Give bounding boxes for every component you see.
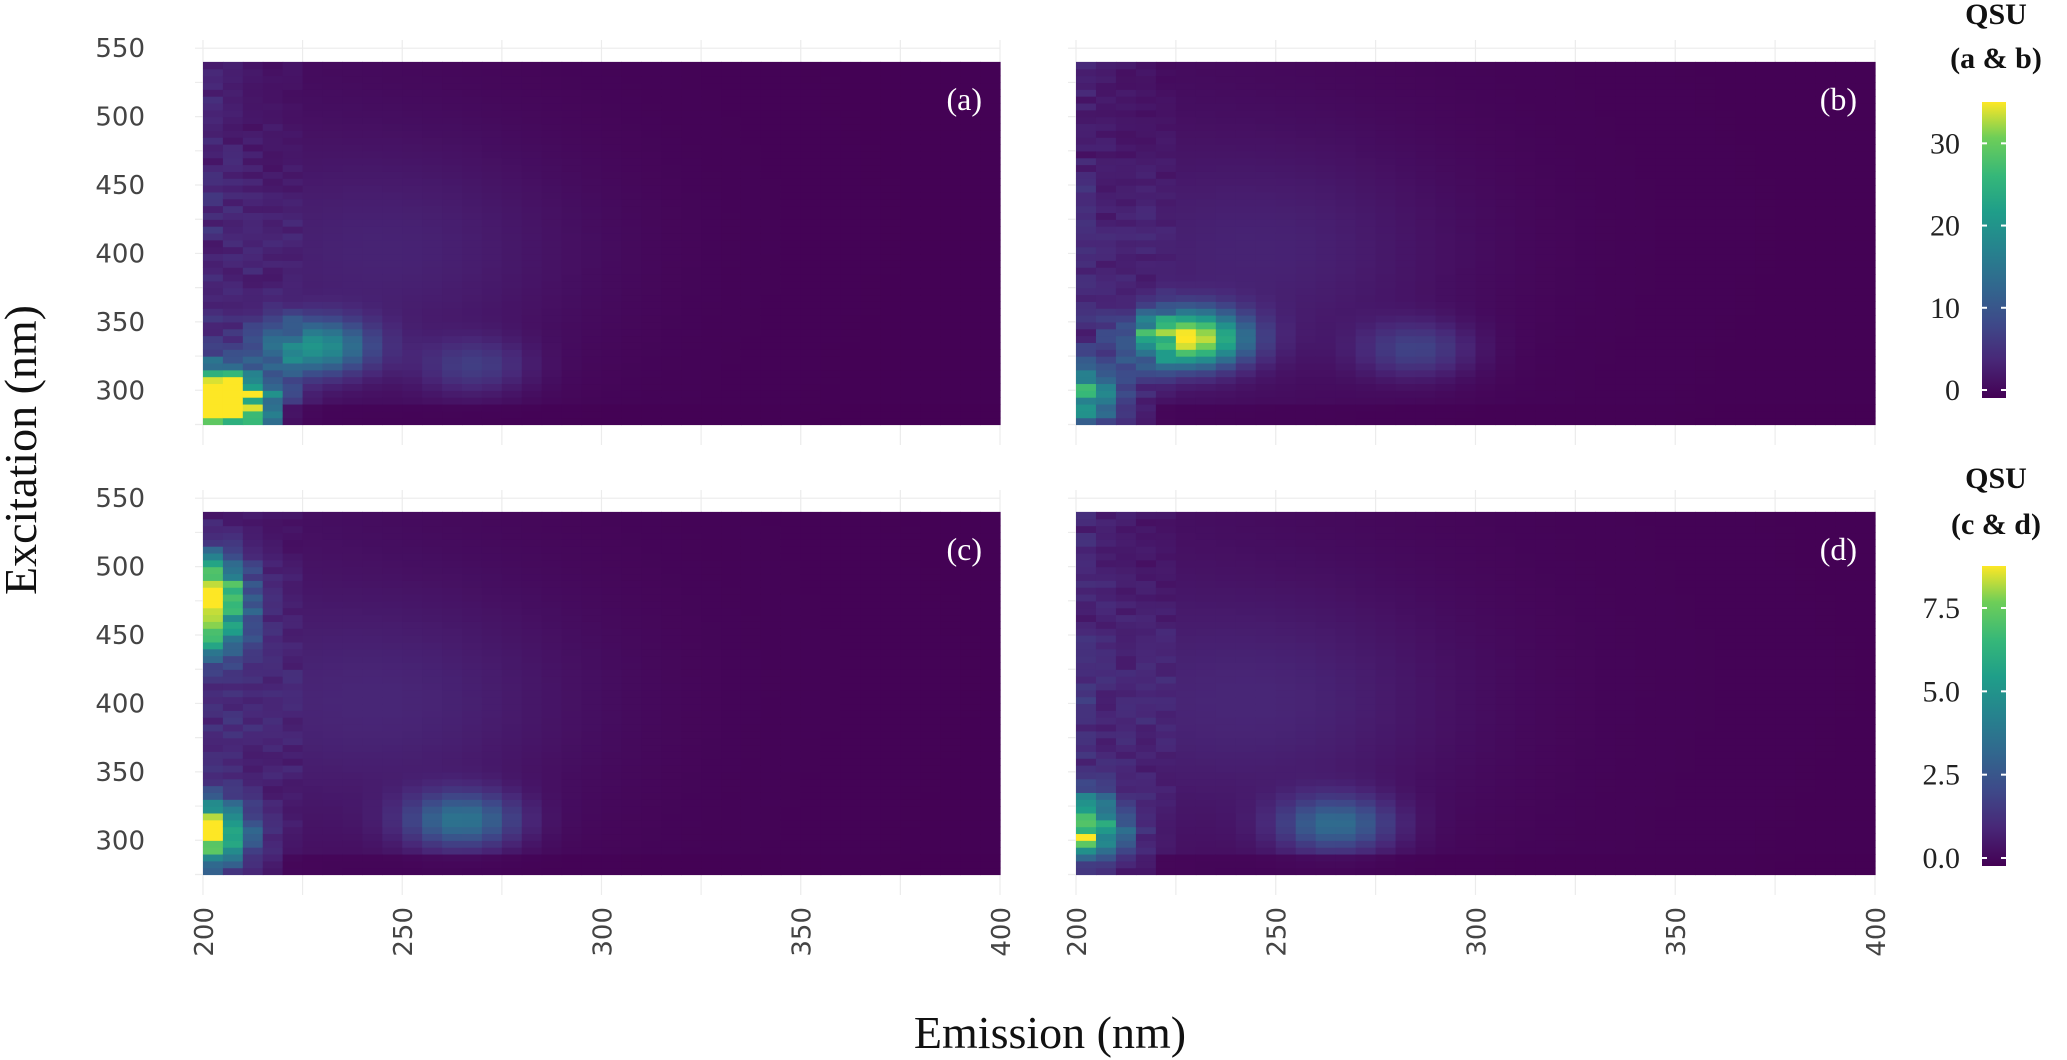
- y-axis-title: Excitation (nm): [0, 305, 46, 595]
- colorbar-subtitle: (a & b): [1950, 42, 2042, 75]
- colorbar-tick-label: 7.5: [1923, 592, 1961, 625]
- colorbars: QSU (a & b) 0 10 20 30 QSU (c & d) 0.0 2.5 5.0 7.5: [1923, 0, 2042, 875]
- heatmap-panel-d: (d): [1075, 511, 1876, 876]
- x-tick-label: 400: [1862, 907, 1892, 957]
- x-tick-label: 250: [389, 907, 419, 957]
- y-tick-label: 300: [95, 826, 145, 856]
- colorbar-subtitle: (c & d): [1951, 508, 2041, 541]
- panel-label: (a): [946, 81, 982, 117]
- colorbar-tick-label: 0.0: [1923, 842, 1961, 875]
- x-tick-label: 200: [190, 907, 220, 957]
- x-tick-label: 200: [1063, 907, 1093, 957]
- y-tick-label: 300: [95, 376, 145, 406]
- y-tick-label: 550: [95, 484, 145, 514]
- x-tick-label: 400: [987, 907, 1017, 957]
- x-tick-label: 300: [588, 907, 618, 957]
- panel-label: (d): [1820, 531, 1857, 567]
- heatmap-panels: (a) (b) (c) (d): [202, 61, 1876, 876]
- panel-label: (c): [946, 531, 982, 567]
- panel-label: (b): [1820, 81, 1857, 117]
- colorbar-title: QSU: [1965, 0, 2027, 31]
- colorbar-tick-label: 2.5: [1923, 759, 1961, 792]
- colorbar-tick-label: 30: [1930, 127, 1960, 160]
- y-tick-label: 350: [95, 308, 145, 338]
- x-tick-label: 350: [788, 907, 818, 957]
- y-tick-label: 400: [95, 689, 145, 719]
- y-tick-label: 350: [95, 758, 145, 788]
- colorbar-cd: QSU (c & d) 0.0 2.5 5.0 7.5: [1923, 462, 2041, 875]
- heatmap-panel-b: (b): [1075, 61, 1876, 426]
- axes: 300 350 400 450 500 550 300 350 400 450 500 550 200 2…: [95, 34, 1892, 956]
- heatmap-panel-a: (a): [202, 61, 1001, 426]
- heatmap-panel-c: (c): [202, 511, 1001, 876]
- y-tick-label: 500: [95, 103, 145, 133]
- y-tick-label: 450: [95, 171, 145, 201]
- y-tick-label: 450: [95, 621, 145, 651]
- x-axis-title: Emission (nm): [914, 1007, 1186, 1058]
- y-tick-label: 550: [95, 34, 145, 64]
- colorbar-tick-label: 0: [1945, 374, 1960, 407]
- x-tick-label: 250: [1263, 907, 1293, 957]
- colorbar-title: QSU: [1965, 462, 2027, 495]
- colorbar-tick-label: 10: [1930, 292, 1960, 325]
- x-tick-label: 300: [1462, 907, 1492, 957]
- colorbar-tick-label: 20: [1930, 210, 1960, 243]
- x-tick-label: 350: [1662, 907, 1692, 957]
- colorbar-tick-label: 5.0: [1923, 675, 1961, 708]
- y-tick-label: 500: [95, 553, 145, 583]
- colorbar-ab: QSU (a & b) 0 10 20 30: [1930, 0, 2042, 407]
- y-tick-label: 400: [95, 239, 145, 269]
